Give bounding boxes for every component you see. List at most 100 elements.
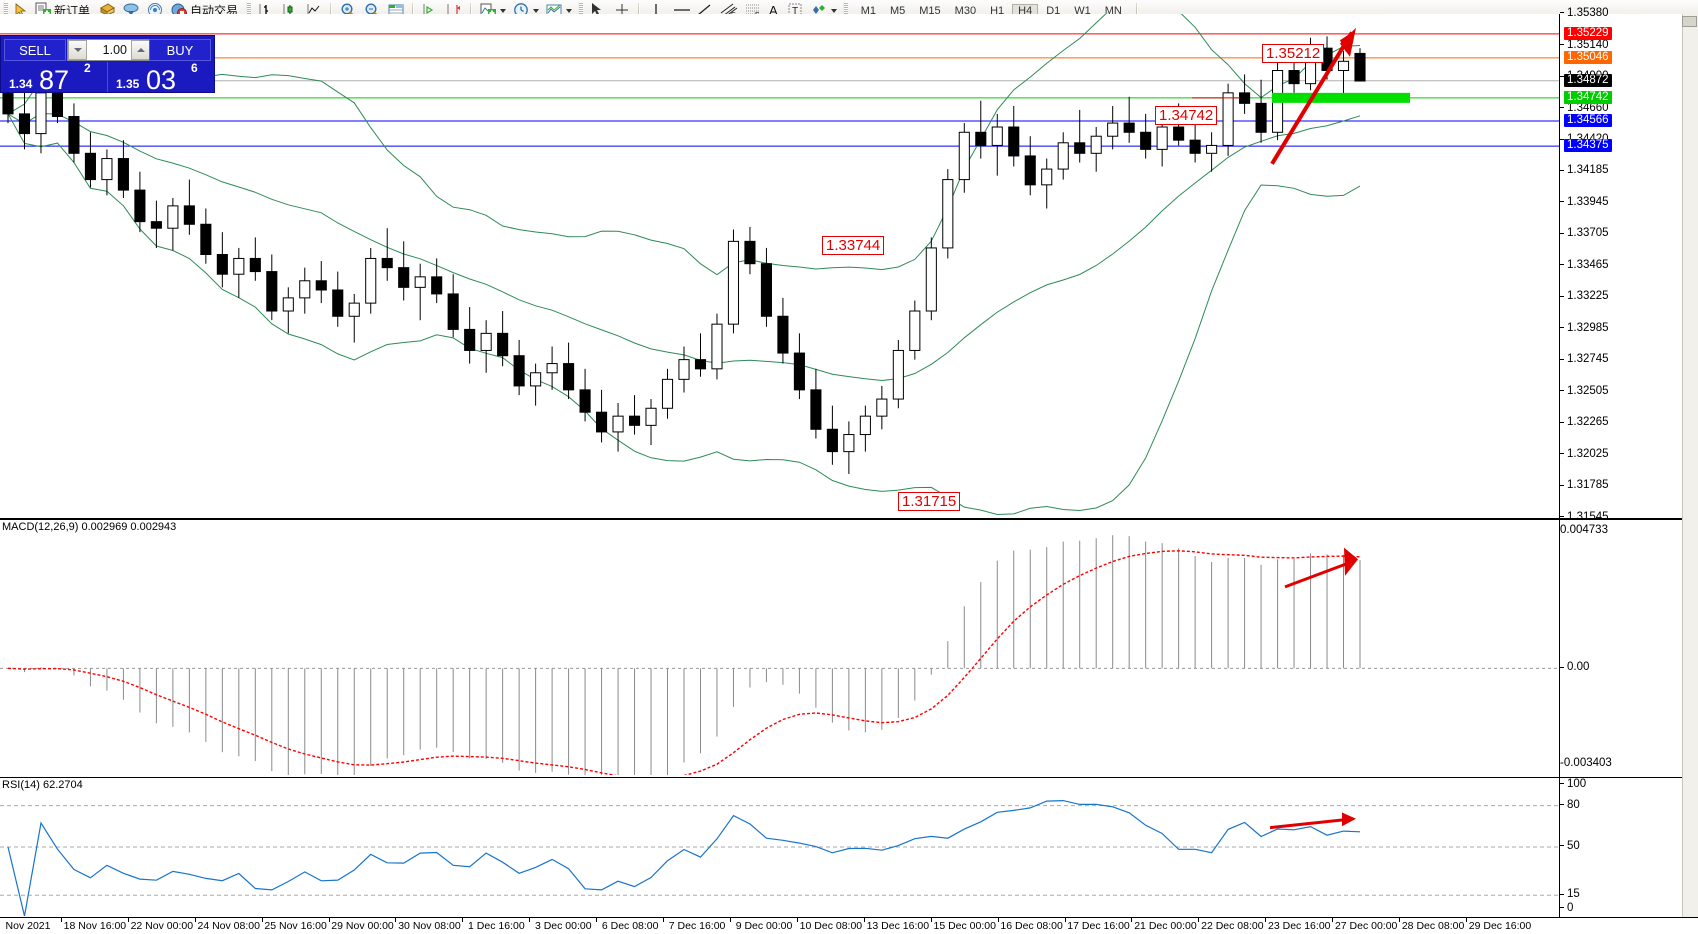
time-tick-label: 15 Dec 00:00 bbox=[933, 920, 996, 932]
price-tick: 1.32265 bbox=[1560, 416, 1609, 428]
toolbar-grip-2[interactable] bbox=[246, 2, 252, 19]
volume-value[interactable]: 1.00 bbox=[102, 43, 127, 57]
rsi-tick-label: 100 bbox=[1567, 778, 1587, 790]
macd-axis[interactable]: 0.004733 0.00 -0.003403 bbox=[1559, 520, 1698, 777]
toolbar-grip-3[interactable] bbox=[578, 2, 584, 19]
toolbar-separator-3 bbox=[470, 2, 473, 19]
rsi-tick-label: 0 bbox=[1567, 902, 1574, 914]
current-price-badge[interactable]: 1.34872 bbox=[1564, 73, 1612, 87]
toolbar-grip[interactable] bbox=[3, 2, 8, 19]
annotation-swing-high[interactable]: 1.33744 bbox=[822, 236, 885, 255]
take-profit-price-badge[interactable]: 1.35229 bbox=[1564, 26, 1612, 40]
signals-icon bbox=[146, 2, 164, 19]
volume-increase-button[interactable] bbox=[131, 40, 150, 60]
price-tick: 1.35380 bbox=[1560, 7, 1609, 19]
timeframe-button-m5[interactable]: M5 bbox=[889, 4, 906, 17]
time-tick-mark bbox=[997, 918, 999, 922]
scrollbar-thumb[interactable] bbox=[1682, 16, 1697, 27]
one-click-trading-panel[interactable]: SELL 1.00 BUY 1.34 87 2 1.35 03 6 bbox=[0, 35, 215, 95]
horizontal-line-tool-button[interactable] bbox=[668, 1, 692, 20]
periods-chevron-down-icon[interactable] bbox=[533, 8, 540, 13]
annotation-support-mid[interactable]: 1.34742 bbox=[1155, 106, 1218, 125]
time-tick-mark bbox=[328, 918, 330, 922]
time-tick-label: 3 Dec 00:00 bbox=[534, 920, 592, 932]
macd-plot-area[interactable] bbox=[0, 520, 1560, 777]
macd-pane[interactable]: MACD(12,26,9) 0.002969 0.002943 0.004733… bbox=[0, 519, 1698, 778]
time-tick-mark bbox=[1198, 918, 1200, 922]
pointer-tool-button[interactable] bbox=[586, 1, 610, 20]
macd-svg bbox=[0, 535, 1560, 775]
trendline-icon bbox=[695, 2, 713, 19]
time-tick-label: 27 Dec 00:00 bbox=[1334, 920, 1398, 932]
time-axis[interactable]: Nov 2021 18 Nov 16:00 22 Nov 00:00 24 Nov 0… bbox=[0, 917, 1698, 934]
horizontal-line-icon bbox=[671, 2, 691, 19]
time-tick-label: 21 Dec 00:00 bbox=[1134, 920, 1197, 932]
download-icon bbox=[122, 2, 140, 19]
timeframe-button-m1[interactable]: M1 bbox=[860, 4, 876, 17]
price-tick: 1.34185 bbox=[1560, 164, 1609, 176]
support-price-badge[interactable]: 1.34742 bbox=[1564, 90, 1612, 104]
price-tick-label: 1.32745 bbox=[1567, 353, 1609, 366]
timeframe-button-w1[interactable]: W1 bbox=[1074, 4, 1091, 17]
time-tick-mark bbox=[261, 918, 263, 922]
time-tick-label: 30 Nov 08:00 bbox=[398, 920, 461, 932]
time-tick-label: 10 Dec 08:00 bbox=[799, 920, 863, 932]
rsi-pane[interactable]: RSI(14) 62.2704 100 80 50 15 0 bbox=[0, 777, 1698, 919]
download-button[interactable] bbox=[119, 1, 143, 20]
price-tick-label: 1.35140 bbox=[1567, 38, 1609, 51]
price-tick-label: 1.31785 bbox=[1567, 479, 1609, 492]
level-price-badge-1[interactable]: 1.34566 bbox=[1564, 113, 1612, 127]
price-tick: 1.33705 bbox=[1560, 227, 1609, 239]
templates-chevron-down-icon[interactable] bbox=[566, 8, 573, 13]
shapes-chevron-down-icon[interactable] bbox=[830, 8, 837, 13]
periods-button[interactable] bbox=[509, 1, 542, 20]
rsi-axis[interactable]: 100 80 50 15 0 bbox=[1559, 778, 1698, 918]
price-tick-label: 1.32025 bbox=[1567, 447, 1609, 460]
time-tick-mark bbox=[529, 918, 531, 922]
trendline-tool-button[interactable] bbox=[692, 1, 716, 20]
price-tick: 1.34660 bbox=[1560, 102, 1609, 114]
price-tick-label: 1.33705 bbox=[1567, 227, 1609, 240]
time-tick-label: 29 Nov 00:00 bbox=[331, 920, 394, 932]
buy-button[interactable]: BUY bbox=[149, 39, 211, 61]
indicators-chevron-down-icon[interactable] bbox=[500, 8, 507, 13]
volume-decrease-button[interactable] bbox=[68, 40, 87, 60]
shapes-tool-button[interactable] bbox=[807, 1, 840, 20]
price-axis[interactable]: 1.353801.351401.349001.346601.344201.341… bbox=[1559, 7, 1698, 523]
timeframe-button-h1[interactable]: H1 bbox=[990, 4, 1005, 17]
clock-icon bbox=[512, 2, 530, 19]
price-tick: 1.35140 bbox=[1560, 39, 1609, 51]
main-chart-pane[interactable]: 1.353801.351401.349001.346601.344201.341… bbox=[0, 7, 1698, 523]
price-tick: 1.32025 bbox=[1560, 448, 1609, 460]
vertical-scrollbar[interactable] bbox=[1682, 14, 1698, 917]
time-tick-label: 24 Nov 08:00 bbox=[197, 920, 260, 932]
ask-price-badge[interactable]: 1.35046 bbox=[1564, 50, 1612, 64]
annotation-swing-low[interactable]: 1.31715 bbox=[898, 492, 961, 511]
annotation-resistance-top[interactable]: 1.35212 bbox=[1262, 44, 1325, 63]
shapes-icon bbox=[810, 2, 828, 19]
rsi-tick: 0 bbox=[1560, 902, 1573, 914]
rsi-plot-area[interactable] bbox=[0, 778, 1560, 918]
toolbar-grip-4[interactable] bbox=[842, 2, 848, 19]
rsi-tick: 50 bbox=[1560, 840, 1580, 852]
timeframe-button-m30[interactable]: M30 bbox=[954, 4, 977, 17]
svg-text:T: T bbox=[792, 6, 798, 17]
timeframe-button-d1[interactable]: D1 bbox=[1046, 4, 1061, 17]
timeframe-button-m15[interactable]: M15 bbox=[919, 4, 941, 17]
time-tick-mark bbox=[1466, 918, 1467, 922]
sell-button[interactable]: SELL bbox=[4, 39, 66, 61]
price-tick-label: 1.34185 bbox=[1567, 164, 1609, 177]
time-tick-label: 13 Dec 16:00 bbox=[866, 920, 930, 932]
time-tick-label: 23 Dec 16:00 bbox=[1268, 920, 1331, 932]
signals-button[interactable] bbox=[143, 1, 167, 20]
time-tick-label: 1 Dec 16:00 bbox=[468, 920, 525, 932]
level-price-badge-2[interactable]: 1.34375 bbox=[1564, 139, 1612, 153]
timeframe-button-mn[interactable]: MN bbox=[1104, 4, 1122, 17]
volume-stepper[interactable]: 1.00 bbox=[67, 39, 151, 61]
main-plot-area[interactable] bbox=[0, 14, 1560, 518]
rsi-tick-label: 50 bbox=[1567, 840, 1580, 852]
rsi-tick-label: 80 bbox=[1567, 798, 1580, 811]
price-tick-label: 1.32265 bbox=[1567, 416, 1609, 429]
time-tick-mark bbox=[194, 918, 196, 922]
text-tool-button[interactable]: A bbox=[764, 1, 783, 20]
